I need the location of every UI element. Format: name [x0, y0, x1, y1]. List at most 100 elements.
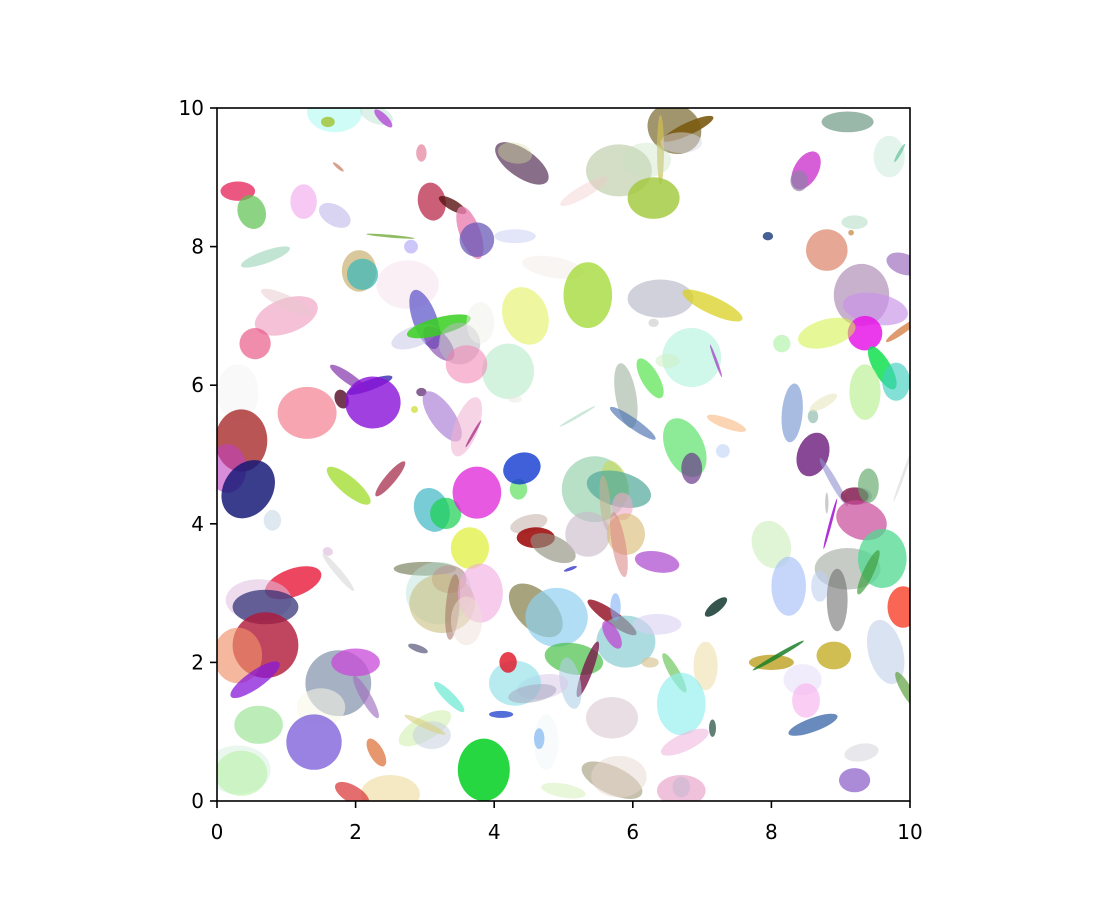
ellipse-point-176 [331, 648, 380, 677]
ellipse-point-34 [346, 258, 379, 290]
ellipse-point-32 [404, 239, 418, 254]
ellipse-point-134 [751, 520, 792, 569]
ellipse-point-140 [826, 568, 848, 632]
ellipse-point-101 [612, 492, 633, 521]
axes: 0 2 4 6 8 10 0 2 4 6 8 10 [179, 96, 923, 844]
ellipse-point-49 [885, 317, 910, 343]
y-tick-label: 10 [179, 96, 204, 120]
ellipse-point-94 [559, 405, 596, 427]
ellipse-point-157 [610, 593, 621, 621]
ellipse-point-199 [657, 672, 706, 736]
ellipse-point-138 [771, 556, 806, 616]
ellipse-point-165 [508, 684, 557, 704]
ellipse-point-201 [709, 719, 716, 737]
ellipse-point-166 [499, 652, 517, 673]
ellipse-point-112 [825, 492, 829, 514]
y-tick-label: 4 [191, 512, 204, 536]
ellipse-point-80 [411, 406, 418, 413]
ellipse-point-146 [232, 589, 299, 625]
ellipse-point-41 [886, 252, 910, 276]
ellipse-point-110 [796, 432, 830, 477]
ellipse-point-81 [277, 386, 337, 439]
ellipse-point-92 [503, 452, 541, 485]
ellipse-point-66 [709, 344, 723, 378]
ellipse-point-61 [482, 343, 535, 399]
x-tick-label: 0 [211, 820, 224, 844]
ellipse-point-184 [489, 710, 514, 718]
ellipse-point-14 [873, 135, 905, 178]
ellipse-point-172 [816, 641, 852, 670]
ellipse-point-151 [322, 547, 333, 556]
ellipse-point-79 [465, 420, 482, 448]
ellipse-point-59 [466, 302, 495, 344]
ellipse-point-4 [321, 116, 335, 128]
ellipse-point-77 [422, 391, 462, 442]
ellipse-point-192 [457, 738, 510, 801]
ellipse-point-188 [217, 750, 268, 796]
ellipse-point-197 [591, 755, 647, 798]
ellipse-point-115 [858, 468, 879, 504]
ellipse-point-174 [792, 683, 820, 718]
ellipse-point-131 [610, 512, 628, 578]
ellipse-point-75 [345, 376, 401, 429]
ellipse-point-189 [366, 738, 387, 767]
ellipse-point-53 [239, 327, 271, 360]
ellipse-point-28 [494, 229, 536, 244]
ellipse-point-158 [632, 613, 682, 635]
x-tick-label: 2 [349, 820, 362, 844]
ellipse-point-15 [894, 143, 906, 163]
ellipse-point-71 [217, 364, 259, 420]
ellipse-point-118 [893, 449, 910, 502]
ellipse-point-126 [450, 596, 483, 646]
ellipse-point-141 [887, 586, 910, 628]
ellipse-point-128 [530, 533, 576, 564]
ellipse-point-162 [559, 657, 582, 709]
ellipse-point-142 [866, 619, 905, 685]
y-tick-label: 8 [191, 235, 204, 259]
ellipse-point-43 [627, 279, 694, 318]
ellipse-point-45 [648, 318, 659, 327]
ellipse-point-106 [706, 414, 747, 432]
ellipse-point-17 [790, 170, 808, 192]
ellipse-point-8 [660, 132, 703, 154]
y-tick-label: 0 [191, 789, 204, 813]
ellipse-point-186 [286, 714, 342, 770]
ellipse-point-108 [807, 409, 819, 424]
ellipse-point-36 [522, 255, 584, 279]
ellipse-point-7 [657, 115, 664, 185]
ellipse-point-139 [811, 570, 829, 602]
ellipse-point-198 [586, 697, 638, 739]
ellipse-point-182 [412, 721, 451, 750]
ellipse-point-190 [360, 775, 420, 801]
ellipse-point-117 [823, 498, 838, 549]
ellipse-point-153 [525, 587, 588, 647]
y-tick-label: 6 [191, 373, 204, 397]
ellipse-point-84 [221, 460, 275, 519]
ellipse-point-202 [788, 713, 838, 736]
ellipse-point-171 [752, 640, 804, 671]
ellipse-point-37 [762, 232, 774, 241]
ellipse-point-3 [374, 109, 393, 128]
ellipse-point-70 [882, 362, 910, 401]
ellipse-point-185 [234, 705, 283, 744]
ellipse-point-93 [508, 395, 522, 403]
ellipse-point-105 [716, 444, 730, 458]
ellipse-point-52 [261, 288, 312, 316]
x-tick-label: 4 [488, 820, 501, 844]
ellipse-point-44 [682, 289, 743, 322]
ellipse-point-10 [497, 142, 533, 164]
ellipse-point-148 [217, 627, 263, 684]
ellipse-point-206 [672, 776, 690, 798]
ellipse-point-204 [839, 768, 871, 793]
plot-area [217, 108, 910, 801]
ellipse-point-191 [334, 781, 370, 801]
ellipse-point-67 [773, 334, 791, 353]
ellipse-point-40 [841, 215, 868, 230]
y-tick-label: 2 [191, 650, 204, 674]
ellipse-point-194 [534, 728, 545, 749]
ellipse-point-60 [501, 287, 549, 345]
ellipse-point-31 [366, 233, 415, 239]
ellipse-point-23 [318, 202, 351, 228]
ellipse-point-27 [459, 222, 495, 257]
